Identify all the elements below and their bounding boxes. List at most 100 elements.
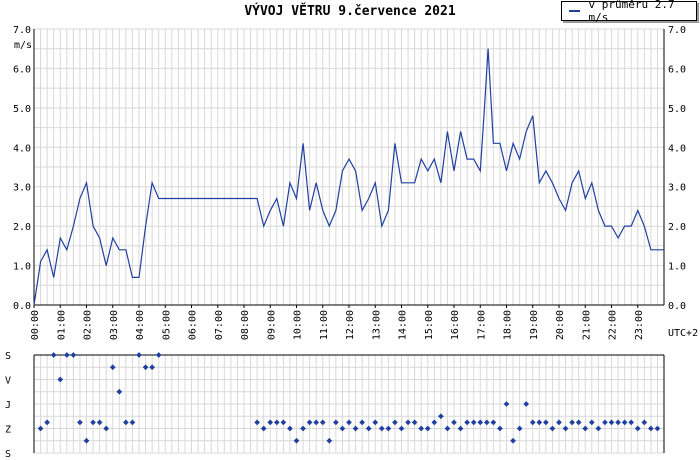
direction-point: [497, 425, 503, 432]
direction-point: [490, 419, 497, 426]
direction-point: [588, 419, 595, 426]
direction-point: [615, 419, 621, 426]
timezone-label: UTC+2: [668, 328, 698, 339]
direction-point: [300, 425, 306, 432]
direction-point: [602, 419, 608, 426]
direction-point: [424, 425, 431, 432]
direction-point: [77, 419, 83, 426]
direction-point: [621, 419, 628, 426]
y-tick-label-right: 4.0: [668, 143, 686, 154]
direction-point: [438, 413, 444, 420]
direction-point: [346, 419, 352, 426]
x-tick-label: 21:00: [581, 310, 592, 340]
x-tick-labels: 00:00 01:00 02:00 03:00 04:00 05:00 06:00 07:00…: [30, 305, 645, 340]
y-tick-label-right: 1.0: [668, 262, 686, 273]
direction-point: [254, 419, 260, 426]
direction-point: [96, 419, 103, 426]
direction-point: [149, 364, 155, 371]
direction-point: [556, 419, 562, 426]
direction-point: [155, 352, 162, 358]
direction-tick-label: S: [5, 449, 11, 460]
direction-point: [339, 425, 346, 432]
direction-point: [648, 425, 654, 432]
y-tick-label-right: 7.0: [668, 25, 686, 36]
direction-point: [280, 419, 287, 426]
chart-title: VÝVOJ VĚTRU 9.července 2021: [244, 4, 456, 19]
x-tick-label: 00:00: [30, 310, 41, 340]
x-tick-label: 02:00: [83, 310, 94, 340]
x-tick-label: 17:00: [476, 310, 487, 340]
direction-point: [123, 419, 129, 426]
direction-point: [483, 419, 490, 426]
direction-point: [411, 419, 418, 426]
direction-point: [267, 419, 274, 426]
direction-point: [273, 419, 280, 426]
y-tick-label-left: 3.0: [13, 183, 31, 194]
x-tick-label: 14:00: [398, 310, 409, 340]
direction-point: [503, 401, 510, 407]
y-tick-label-right: 2.0: [668, 222, 686, 233]
direction-point: [405, 419, 411, 426]
direction-point: [457, 425, 464, 432]
direction-tick-label: Z: [5, 425, 11, 436]
x-tick-label: 12:00: [345, 310, 356, 340]
speed-series-line: [33, 48, 664, 306]
direction-point: [57, 376, 64, 383]
direction-point: [431, 419, 438, 426]
y-unit-label: m/s: [14, 40, 32, 51]
direction-point: [326, 437, 333, 444]
direction-point: [575, 419, 582, 426]
direction-point: [333, 419, 339, 426]
x-tick-label: 04:00: [135, 310, 146, 340]
direction-point: [608, 419, 615, 426]
y-tick-label-left: 2.0: [13, 222, 31, 233]
y-tick-label-left: 6.0: [13, 64, 31, 75]
direction-point: [628, 419, 635, 426]
x-tick-label: 19:00: [529, 310, 540, 340]
direction-point: [516, 425, 523, 432]
y-tick-label-right: 6.0: [668, 64, 686, 75]
direction-point: [142, 364, 149, 371]
x-tick-label: 13:00: [371, 310, 382, 340]
direction-point: [634, 425, 641, 432]
x-tick-label: 09:00: [266, 310, 277, 340]
y-tick-label-left: 4.0: [13, 143, 31, 154]
direction-point: [83, 437, 90, 444]
direction-point: [549, 425, 556, 432]
direction-point: [129, 419, 136, 426]
direction-point: [306, 419, 313, 426]
direction-point: [103, 425, 110, 432]
direction-point: [582, 425, 589, 432]
direction-point: [385, 425, 392, 432]
direction-point: [319, 419, 326, 426]
x-tick-label: 06:00: [188, 310, 199, 340]
direction-point: [50, 352, 57, 358]
direction-point: [287, 425, 293, 432]
direction-point: [398, 425, 405, 432]
direction-point: [293, 437, 300, 444]
direction-tick-label: S: [5, 351, 11, 362]
direction-points: [37, 352, 661, 444]
speed-grid: [33, 28, 665, 306]
direction-point: [444, 425, 451, 432]
direction-point: [529, 419, 536, 426]
direction-point: [451, 419, 457, 426]
x-tick-label: 18:00: [503, 310, 514, 340]
legend: v průměru 2.7 m/s: [561, 0, 697, 24]
direction-point: [372, 419, 379, 426]
direction-point: [365, 425, 372, 432]
y-tick-label-right: 3.0: [668, 183, 686, 194]
direction-point: [352, 425, 359, 432]
x-tick-label: 01:00: [56, 310, 67, 340]
direction-grid: [33, 354, 665, 454]
direction-point: [116, 388, 123, 395]
direction-point: [654, 425, 661, 432]
direction-point: [63, 352, 70, 358]
y-tick-label-left: 0.0: [13, 301, 31, 312]
direction-point: [90, 419, 96, 426]
direction-point: [641, 419, 648, 426]
direction-point: [136, 352, 142, 358]
x-tick-label: 22:00: [608, 310, 619, 340]
direction-point: [418, 425, 425, 432]
